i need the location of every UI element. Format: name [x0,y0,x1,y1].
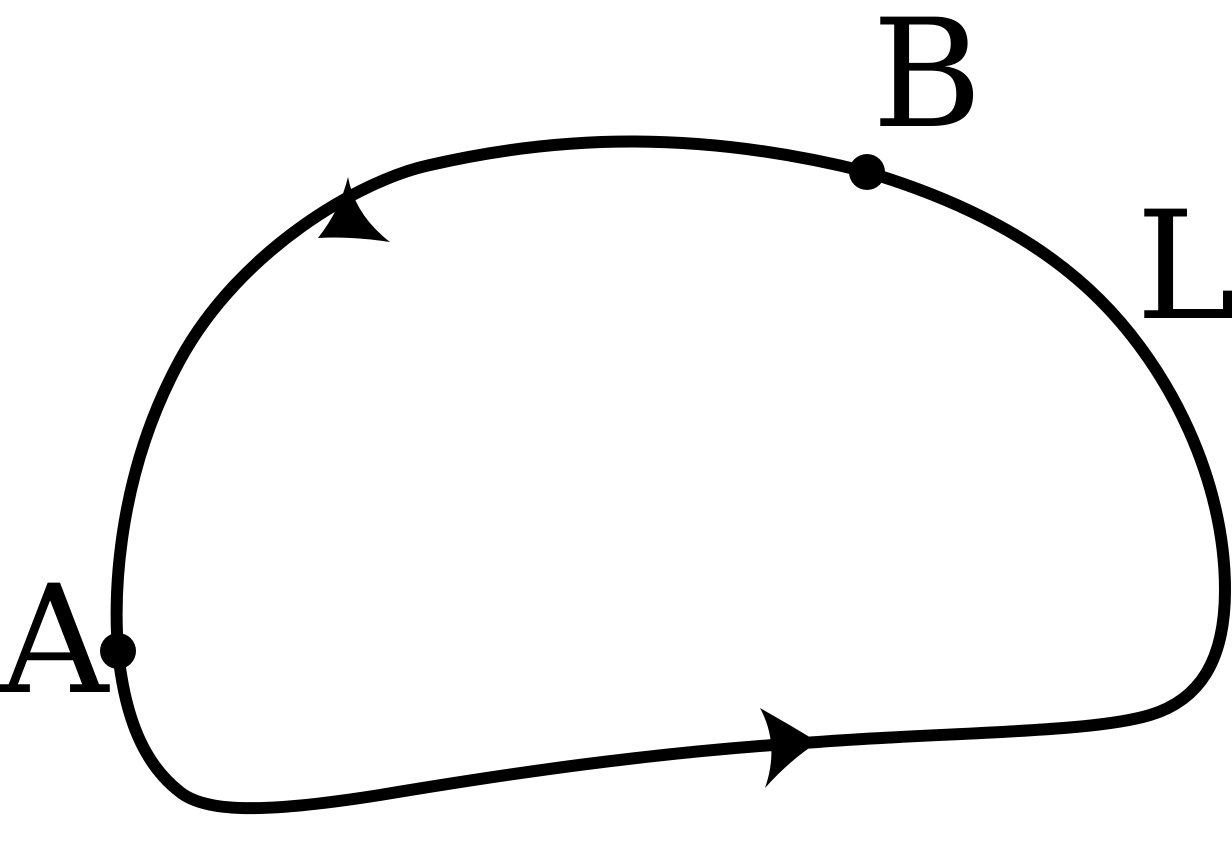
curve-label: L [1136,180,1232,354]
point-a-dot [100,633,136,669]
point-a-label: A [0,554,110,728]
closed-curve-l [110,135,1231,815]
point-b-dot [849,154,885,190]
arrowhead-top [318,177,390,242]
arrowhead-bottom [760,708,818,788]
point-b-label: B [872,0,982,162]
